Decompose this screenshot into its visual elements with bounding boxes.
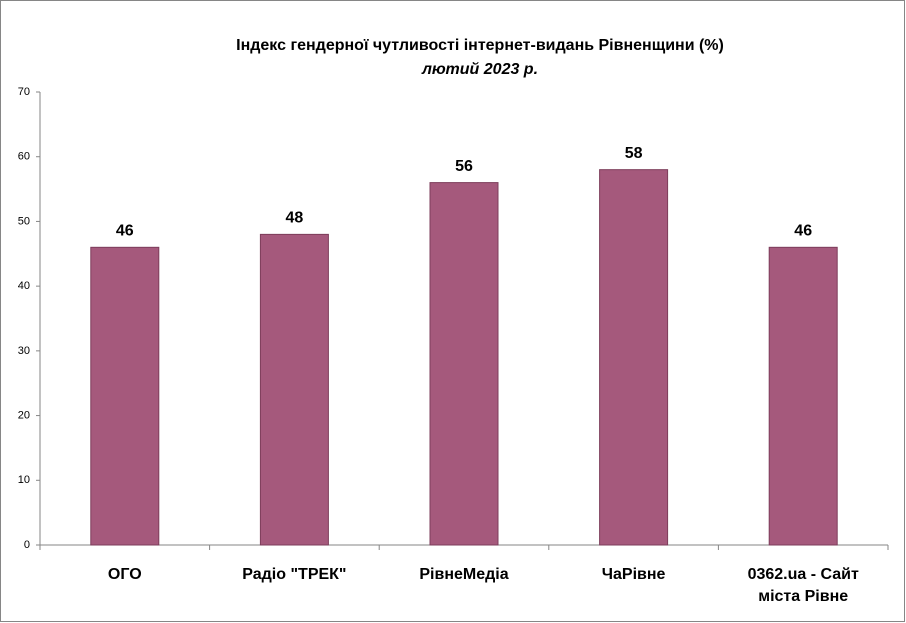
x-tick-label: ЧаРівне (602, 566, 666, 583)
x-tick-label: 0362.ua - Сайт міста Рівне (748, 566, 859, 605)
bar (599, 169, 669, 546)
data-label: 56 (455, 158, 473, 175)
y-tick-label: 0 (24, 539, 30, 551)
data-label: 48 (286, 210, 304, 227)
y-tick-label: 30 (18, 345, 30, 357)
x-tick-label: ОГО (108, 566, 142, 583)
data-label: 46 (794, 223, 812, 240)
y-tick-label: 10 (18, 474, 30, 486)
x-tick-label: РівнеМедіа (419, 566, 508, 583)
y-tick-label: 40 (18, 280, 30, 292)
chart-subtitle: лютий 2023 р. (421, 61, 538, 78)
bar (259, 233, 329, 546)
y-tick-label: 50 (18, 215, 30, 227)
bar (429, 182, 499, 546)
bar (90, 246, 160, 546)
y-tick-label: 60 (18, 151, 30, 163)
chart-title: Індекс гендерної чутливості інтернет-вид… (236, 37, 724, 54)
x-tick-label: Радіо "ТРЕК" (242, 566, 346, 583)
bar (768, 246, 838, 546)
data-label: 46 (116, 223, 134, 240)
y-tick-label: 20 (18, 409, 30, 421)
data-label: 58 (625, 145, 643, 162)
y-tick-label: 70 (18, 86, 30, 98)
